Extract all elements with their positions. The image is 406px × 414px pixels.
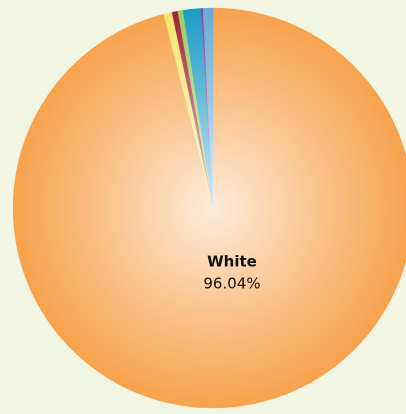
pie [12,7,406,409]
slice-label: White [207,253,257,271]
slice-value-label: 96.04% [203,275,260,293]
